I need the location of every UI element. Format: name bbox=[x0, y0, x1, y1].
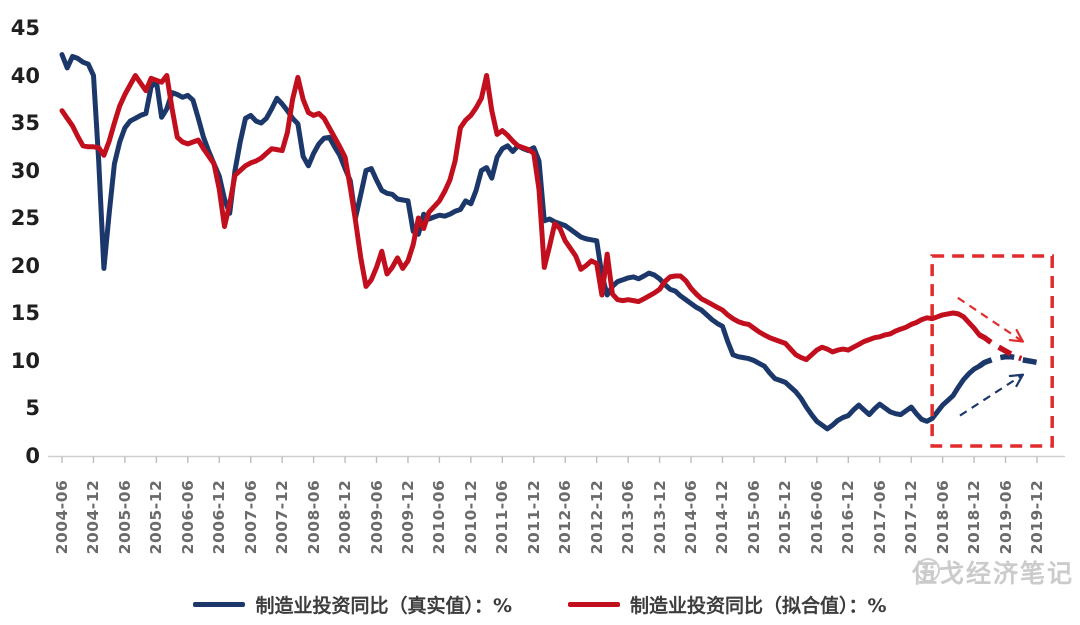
x-axis-label: 2007-12 bbox=[273, 479, 292, 555]
actual-forecast-arrow-head bbox=[1008, 373, 1024, 378]
x-axis-label: 2012-06 bbox=[556, 479, 575, 555]
y-axis-label: 25 bbox=[10, 206, 40, 230]
x-axis-label: 2004-06 bbox=[53, 479, 71, 555]
x-axis-label: 2017-06 bbox=[870, 479, 889, 555]
x-axis-label: 2014-12 bbox=[713, 479, 732, 555]
x-axis-label: 2016-06 bbox=[807, 479, 826, 555]
x-axis-label: 2009-06 bbox=[367, 479, 386, 555]
x-axis-label: 2013-06 bbox=[619, 479, 638, 555]
x-axis-label: 2018-06 bbox=[933, 479, 952, 555]
y-axis-label: 0 bbox=[25, 443, 40, 468]
legend-item-actual: 制造业投资同比（真实值）：% bbox=[193, 591, 512, 618]
legend-item-fitted: 制造业投资同比（拟合值）：% bbox=[568, 591, 887, 618]
x-axis-label: 2006-12 bbox=[210, 479, 229, 555]
series-actual-forecast-dashed bbox=[977, 353, 1038, 369]
x-axis-label: 2019-12 bbox=[1027, 479, 1046, 555]
series-actual-line bbox=[59, 52, 982, 432]
x-axis-label: 2004-12 bbox=[84, 479, 103, 555]
y-axis-label: 20 bbox=[10, 253, 40, 278]
x-axis-label: 2012-12 bbox=[587, 479, 606, 555]
x-axis-label: 2014-06 bbox=[682, 479, 701, 555]
legend-label-actual: 制造业投资同比（真实值）：% bbox=[255, 595, 512, 617]
x-axis-label: 2007-06 bbox=[241, 479, 260, 555]
actual-forecast-arrow-head bbox=[1015, 373, 1024, 388]
x-axis-label: 2013-12 bbox=[650, 479, 669, 555]
x-axis-label: 2005-12 bbox=[147, 479, 166, 555]
x-axis-label: 2015-06 bbox=[744, 479, 763, 555]
series-fitted-line bbox=[59, 73, 982, 363]
y-axis-label: 15 bbox=[10, 301, 40, 325]
x-axis-label: 2017-12 bbox=[902, 479, 921, 555]
x-axis-label: 2011-12 bbox=[524, 479, 543, 555]
legend-line-fitted-swatch bbox=[568, 602, 620, 607]
actual-forecast-arrow bbox=[959, 373, 1024, 417]
x-axis-label: 2018-12 bbox=[965, 479, 984, 555]
x-axis-label: 2006-06 bbox=[178, 479, 197, 555]
x-axis-label: 2015-12 bbox=[776, 479, 795, 555]
y-axis-label: 40 bbox=[10, 63, 40, 88]
legend-label-fitted: 制造业投资同比（拟合值）：% bbox=[630, 595, 887, 617]
x-axis-label: 2019-06 bbox=[996, 479, 1015, 555]
series-fitted-forecast-dashed bbox=[978, 332, 1023, 362]
fitted-forecast-arrow-head bbox=[1015, 328, 1024, 343]
x-axis-label: 2016-12 bbox=[839, 479, 858, 555]
x-axis-label: 2009-12 bbox=[398, 479, 417, 555]
y-axis-label: 5 bbox=[25, 396, 40, 420]
y-axis-label: 10 bbox=[10, 348, 40, 373]
x-axis-label: 2011-06 bbox=[493, 479, 512, 555]
fitted-forecast-arrow-head bbox=[1008, 338, 1024, 343]
legend: 制造业投资同比（真实值）：% 制造业投资同比（拟合值）：% bbox=[0, 591, 1080, 618]
highlight-box bbox=[930, 254, 1054, 448]
y-axis-label: 30 bbox=[10, 158, 40, 183]
x-axis-label: 2010-12 bbox=[461, 479, 480, 555]
legend-line-actual-swatch bbox=[193, 602, 246, 607]
x-axis-label: 2010-06 bbox=[430, 479, 449, 555]
y-axis-label: 35 bbox=[10, 111, 40, 135]
x-axis-label: 2008-12 bbox=[336, 479, 355, 555]
x-axis-label: 2008-06 bbox=[304, 479, 323, 555]
y-axis-label: 45 bbox=[10, 16, 40, 40]
x-axis-label: 2005-06 bbox=[115, 479, 134, 555]
